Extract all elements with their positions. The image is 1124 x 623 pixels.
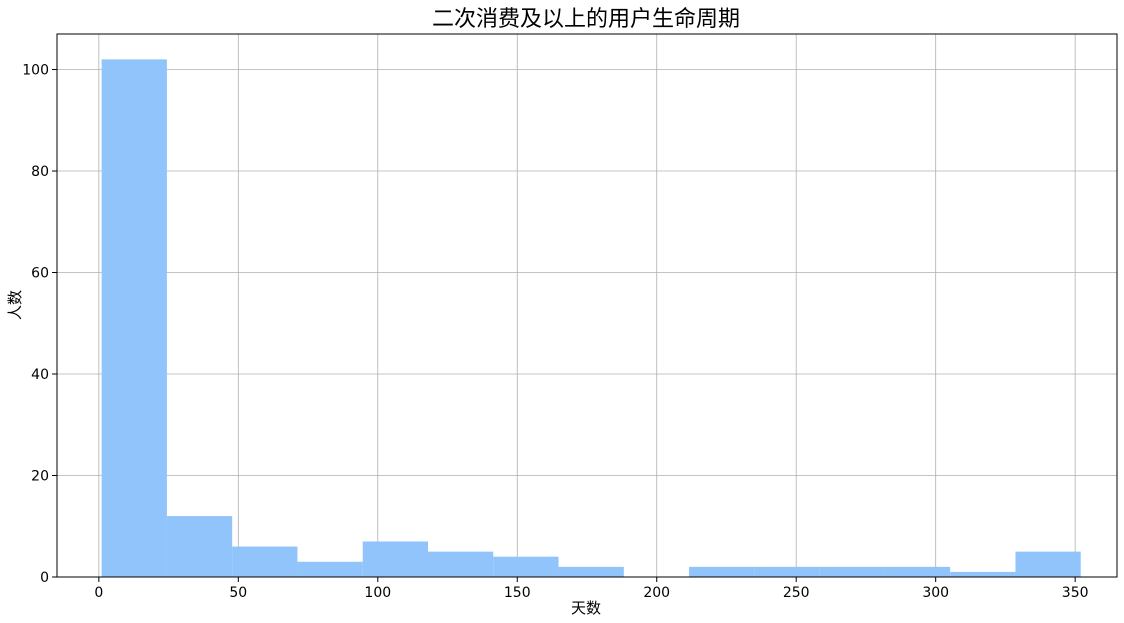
x-tick-label-6: 300: [922, 585, 949, 601]
x-axis-ticks: 0 50 100 150 200 250 300 350: [94, 577, 1089, 601]
histogram-bar-4: [362, 541, 428, 577]
histogram-bar-3: [297, 561, 363, 577]
histogram-bar-12: [884, 566, 951, 577]
histogram-bar-14: [1015, 551, 1081, 577]
y-tick-label-1: 20: [31, 469, 49, 485]
histogram-bar-9: [689, 566, 755, 577]
x-tick-label-5: 250: [783, 585, 810, 601]
histogram-bar-13: [950, 571, 1016, 577]
x-tick-label-7: 350: [1062, 585, 1089, 601]
x-tick-label-0: 0: [94, 585, 103, 601]
grid-lines: [57, 34, 1117, 578]
y-tick-label-3: 60: [31, 266, 49, 282]
histogram-bar-2: [232, 546, 298, 577]
histogram-bars: [101, 59, 1081, 577]
y-tick-label-5: 100: [22, 63, 49, 79]
chart-title: 二次消费及以上的用户生命周期: [432, 7, 740, 32]
y-axis-label: 人数: [6, 290, 24, 320]
histogram-bar-0: [101, 59, 167, 577]
histogram-bar-1: [166, 516, 233, 577]
histogram-bar-10: [754, 566, 820, 577]
histogram-bar-11: [819, 566, 885, 577]
y-axis-ticks: 0 20 40 60 80 100: [22, 63, 57, 586]
histogram-bar-5: [428, 551, 494, 577]
x-axis-label: 天数: [571, 599, 601, 617]
histogram-bar-6: [493, 556, 559, 577]
y-tick-label-2: 40: [31, 367, 49, 383]
histogram-bar-7: [558, 566, 624, 577]
x-tick-label-1: 50: [229, 585, 247, 601]
x-tick-label-4: 200: [643, 585, 670, 601]
plot-frame: [56, 33, 1118, 578]
x-tick-label-2: 100: [364, 585, 391, 601]
y-tick-label-4: 80: [31, 164, 49, 180]
x-tick-label-3: 150: [504, 585, 531, 601]
y-tick-label-0: 0: [40, 570, 49, 586]
